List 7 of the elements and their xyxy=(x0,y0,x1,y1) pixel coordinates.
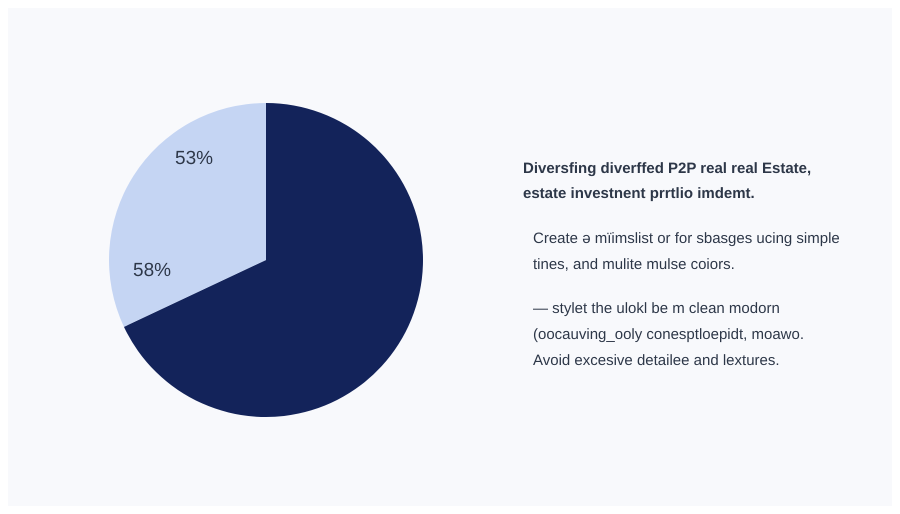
text: Create ə mïimslist or for sbasges ucing simple tines, and mulite mulse coiors. xyxy=(532,229,841,275)
pie-slice xyxy=(109,103,266,327)
text: — stylet the ulokl be m clean modorn (oocauving_ooly conesptloepidt, moawo. Avoid excesive detailee and lextures. xyxy=(532,299,806,371)
text: 53% xyxy=(175,148,214,170)
text: Diversfing diverffed P2P real real Estate, estate investnent prrtlio imdemt. xyxy=(523,159,812,204)
pie-slice xyxy=(124,103,423,417)
text: 58% xyxy=(133,260,172,282)
